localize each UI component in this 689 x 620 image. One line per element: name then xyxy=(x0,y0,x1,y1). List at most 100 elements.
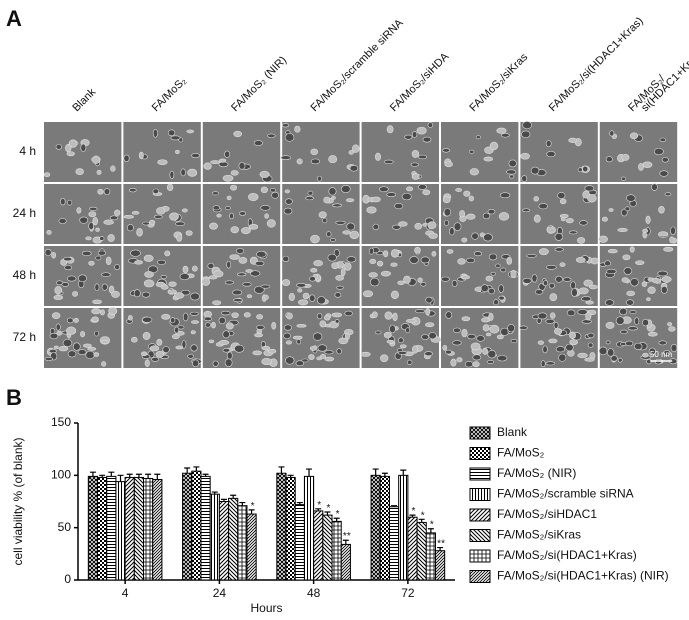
cell xyxy=(663,246,674,252)
cell xyxy=(226,195,232,201)
cell xyxy=(559,198,567,205)
cell xyxy=(190,330,196,335)
cell xyxy=(534,289,544,295)
micrograph xyxy=(43,122,122,182)
cell xyxy=(428,232,438,239)
cell xyxy=(49,332,59,340)
cell xyxy=(625,340,634,347)
cell xyxy=(389,324,396,334)
cell xyxy=(334,319,340,324)
cell xyxy=(562,277,572,282)
error-bar xyxy=(184,467,191,474)
cell xyxy=(406,186,414,192)
cell xyxy=(109,215,119,221)
cell xyxy=(282,255,290,262)
cell xyxy=(406,318,417,324)
error-bar xyxy=(427,528,434,533)
cell xyxy=(88,211,97,218)
cell xyxy=(537,340,545,345)
cell xyxy=(331,312,343,318)
cell xyxy=(260,205,271,211)
cell xyxy=(266,219,276,228)
cell xyxy=(248,223,259,230)
cell xyxy=(349,165,359,172)
cell xyxy=(294,125,301,133)
cell xyxy=(368,272,378,278)
error-bar xyxy=(315,508,322,511)
cell xyxy=(425,322,435,328)
micrograph xyxy=(280,122,360,182)
cell xyxy=(617,357,623,363)
cell xyxy=(421,334,430,340)
cell xyxy=(254,333,263,338)
cell xyxy=(189,311,199,316)
y-tick-label: 150 xyxy=(51,415,71,429)
cell xyxy=(92,216,99,226)
cell xyxy=(114,209,121,216)
micrograph xyxy=(441,246,519,306)
cell xyxy=(285,340,292,345)
micrograph xyxy=(598,307,678,368)
cell xyxy=(108,307,118,315)
cell xyxy=(224,206,231,210)
cell xyxy=(542,345,548,354)
micrograph xyxy=(441,122,519,182)
cell xyxy=(310,234,320,244)
error-bar xyxy=(278,466,285,474)
cell xyxy=(488,287,495,295)
cell xyxy=(374,152,381,161)
cell xyxy=(88,260,95,266)
cell xyxy=(175,345,184,350)
cell xyxy=(243,312,251,318)
bar xyxy=(294,504,305,581)
cell xyxy=(659,137,667,142)
cell xyxy=(488,253,498,261)
cell xyxy=(605,321,615,329)
cell xyxy=(233,130,242,138)
cell xyxy=(81,250,92,256)
cell xyxy=(642,161,653,169)
cell xyxy=(269,187,276,193)
cell xyxy=(55,323,61,331)
cell xyxy=(485,332,492,337)
cell xyxy=(130,249,141,257)
bar xyxy=(285,476,296,581)
cell xyxy=(411,173,420,180)
cell xyxy=(103,219,114,225)
cell xyxy=(216,213,222,218)
cell xyxy=(283,324,292,331)
cell xyxy=(422,136,432,143)
cell xyxy=(348,150,354,155)
cell xyxy=(598,346,608,356)
cell xyxy=(66,326,77,335)
cell xyxy=(645,215,651,224)
cell xyxy=(211,191,219,196)
cell xyxy=(577,352,588,359)
column-header: FA/MoS₂ xyxy=(150,75,189,114)
cell xyxy=(204,322,211,328)
cell xyxy=(187,168,198,177)
cell xyxy=(310,158,320,165)
cell xyxy=(284,133,295,142)
cell xyxy=(420,256,430,264)
cell xyxy=(452,340,462,346)
cell xyxy=(453,222,462,231)
micrograph xyxy=(123,308,202,368)
cell xyxy=(412,345,419,354)
cell xyxy=(546,226,556,234)
micrograph xyxy=(361,184,439,244)
cell xyxy=(62,339,73,348)
column-header: Blank xyxy=(70,86,98,114)
legend-label: FA/MoS₂/scramble siRNA xyxy=(497,487,634,501)
cell xyxy=(68,139,78,148)
cell xyxy=(442,148,451,153)
cell xyxy=(80,143,87,152)
cell xyxy=(151,356,159,362)
cell xyxy=(659,170,669,177)
error-bar xyxy=(409,514,416,518)
cell xyxy=(653,148,664,156)
cell xyxy=(100,309,105,316)
cell xyxy=(383,250,389,258)
cell xyxy=(610,355,618,362)
cell xyxy=(405,327,411,334)
